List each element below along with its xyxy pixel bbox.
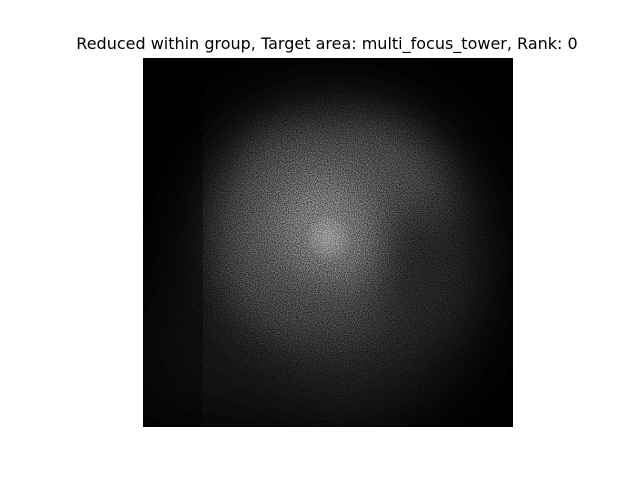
image-canvas (143, 58, 513, 427)
figure-title: Reduced within group, Target area: multi… (76, 34, 578, 53)
grayscale-image (143, 58, 513, 427)
